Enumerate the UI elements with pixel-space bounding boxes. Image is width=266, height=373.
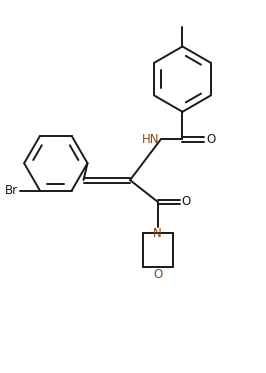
Text: O: O [206,133,215,146]
Text: Br: Br [5,184,18,197]
Text: O: O [181,195,191,209]
Text: N: N [153,226,162,239]
Text: HN: HN [142,133,160,146]
Text: O: O [153,268,162,281]
